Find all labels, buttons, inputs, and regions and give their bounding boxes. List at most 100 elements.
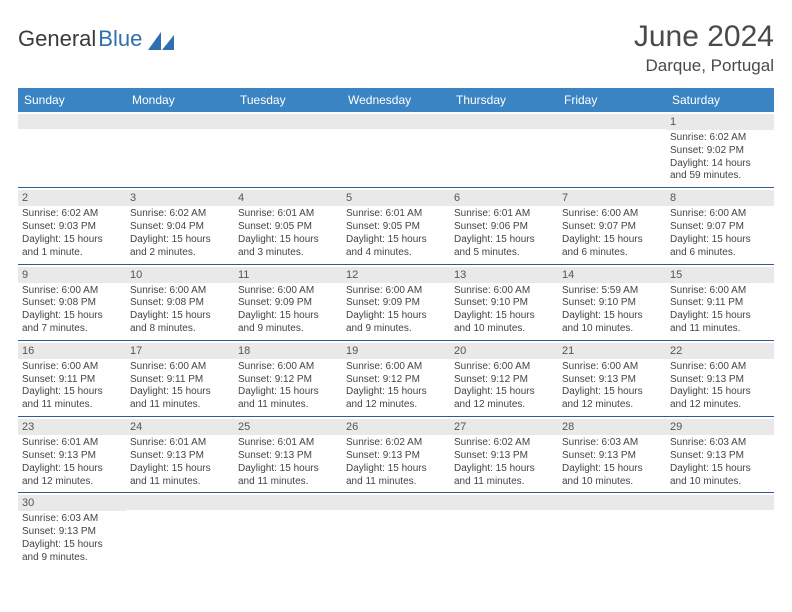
weekday-header: Thursday bbox=[450, 88, 558, 112]
daylight-text: Daylight: 15 hours and 8 minutes. bbox=[130, 310, 230, 336]
daylight-text: Daylight: 15 hours and 10 minutes. bbox=[562, 463, 662, 489]
day-number: 7 bbox=[558, 190, 666, 206]
day-cell: 24 Sunrise: 6:01 AMSunset: 9:13 PMDayligh… bbox=[126, 417, 234, 492]
weekday-header-row: Sunday Monday Tuesday Wednesday Thursday… bbox=[18, 88, 774, 112]
sunrise-text: Sunrise: 6:00 AM bbox=[670, 361, 770, 374]
day-number: 22 bbox=[666, 343, 774, 359]
day-cell: 21Sunrise: 6:00 AMSunset: 9:13 PMDayligh… bbox=[558, 341, 666, 416]
day-cell bbox=[126, 112, 234, 187]
brand-logo: GeneralBlue bbox=[18, 20, 174, 52]
day-number bbox=[342, 114, 450, 129]
daylight-text: Daylight: 15 hours and 11 minutes. bbox=[670, 310, 770, 336]
day-number bbox=[18, 114, 126, 129]
calendar: Sunday Monday Tuesday Wednesday Thursday… bbox=[18, 88, 774, 569]
daylight-text: Daylight: 15 hours and 9 minutes. bbox=[238, 310, 338, 336]
week-row: 23Sunrise: 6:01 AMSunset: 9:13 PMDayligh… bbox=[18, 417, 774, 493]
week-row: 1Sunrise: 6:02 AMSunset: 9:02 PMDaylight… bbox=[18, 112, 774, 188]
sunset-text: Sunset: 9:11 PM bbox=[130, 374, 230, 387]
weekday-header: Friday bbox=[558, 88, 666, 112]
day-number: 9 bbox=[18, 267, 126, 283]
sunset-text: Sunset: 9:13 PM bbox=[130, 450, 230, 463]
day-number: 14 bbox=[558, 267, 666, 283]
sunrise-text: Sunrise: 6:02 AM bbox=[454, 437, 554, 450]
sunrise-text: Sunrise: 6:00 AM bbox=[346, 285, 446, 298]
sunset-text: Sunset: 9:13 PM bbox=[454, 450, 554, 463]
day-cell: 5Sunrise: 6:01 AMSunset: 9:05 PMDaylight… bbox=[342, 188, 450, 263]
day-cell: 1Sunrise: 6:02 AMSunset: 9:02 PMDaylight… bbox=[666, 112, 774, 187]
daylight-text: Daylight: 15 hours and 11 minutes. bbox=[130, 386, 230, 412]
day-cell bbox=[234, 493, 342, 568]
day-number: 1 bbox=[666, 114, 774, 130]
sunrise-text: Sunrise: 6:01 AM bbox=[238, 437, 338, 450]
sunset-text: Sunset: 9:13 PM bbox=[22, 450, 122, 463]
sunrise-text: Sunrise: 6:01 AM bbox=[22, 437, 122, 450]
daylight-text: Daylight: 15 hours and 9 minutes. bbox=[22, 539, 122, 565]
page-header: GeneralBlue June 2024 Darque, Portugal bbox=[18, 20, 774, 76]
sunrise-text: Sunrise: 6:00 AM bbox=[22, 285, 122, 298]
day-number: 8 bbox=[666, 190, 774, 206]
sunset-text: Sunset: 9:13 PM bbox=[562, 450, 662, 463]
day-cell: 28Sunrise: 6:03 AMSunset: 9:13 PMDayligh… bbox=[558, 417, 666, 492]
sunset-text: Sunset: 9:08 PM bbox=[22, 297, 122, 310]
daylight-text: Daylight: 15 hours and 10 minutes. bbox=[454, 310, 554, 336]
week-row: 30Sunrise: 6:03 AMSunset: 9:13 PMDayligh… bbox=[18, 493, 774, 568]
day-number bbox=[558, 495, 666, 510]
daylight-text: Daylight: 15 hours and 12 minutes. bbox=[562, 386, 662, 412]
month-title: June 2024 bbox=[634, 20, 774, 54]
title-block: June 2024 Darque, Portugal bbox=[634, 20, 774, 76]
day-number: 23 bbox=[18, 419, 126, 435]
day-cell: 12Sunrise: 6:00 AMSunset: 9:09 PMDayligh… bbox=[342, 265, 450, 340]
sunset-text: Sunset: 9:11 PM bbox=[22, 374, 122, 387]
day-number bbox=[666, 495, 774, 510]
sunrise-text: Sunrise: 6:01 AM bbox=[130, 437, 230, 450]
day-number: 17 bbox=[126, 343, 234, 359]
day-cell: 30Sunrise: 6:03 AMSunset: 9:13 PMDayligh… bbox=[18, 493, 126, 568]
day-number: 28 bbox=[558, 419, 666, 435]
day-cell: 19Sunrise: 6:00 AMSunset: 9:12 PMDayligh… bbox=[342, 341, 450, 416]
daylight-text: Daylight: 15 hours and 11 minutes. bbox=[130, 463, 230, 489]
sunset-text: Sunset: 9:09 PM bbox=[238, 297, 338, 310]
week-row: 9Sunrise: 6:00 AMSunset: 9:08 PMDaylight… bbox=[18, 265, 774, 341]
daylight-text: Daylight: 15 hours and 12 minutes. bbox=[22, 463, 122, 489]
weekday-header: Saturday bbox=[666, 88, 774, 112]
sunrise-text: Sunrise: 6:03 AM bbox=[22, 513, 122, 526]
sunset-text: Sunset: 9:12 PM bbox=[346, 374, 446, 387]
day-number: 20 bbox=[450, 343, 558, 359]
daylight-text: Daylight: 15 hours and 6 minutes. bbox=[562, 234, 662, 260]
day-number: 29 bbox=[666, 419, 774, 435]
sunset-text: Sunset: 9:13 PM bbox=[22, 526, 122, 539]
daylight-text: Daylight: 15 hours and 11 minutes. bbox=[346, 463, 446, 489]
day-cell: 13Sunrise: 6:00 AMSunset: 9:10 PMDayligh… bbox=[450, 265, 558, 340]
day-number: 3 bbox=[126, 190, 234, 206]
day-cell: 26Sunrise: 6:02 AMSunset: 9:13 PMDayligh… bbox=[342, 417, 450, 492]
day-cell bbox=[126, 493, 234, 568]
day-cell: 11Sunrise: 6:00 AMSunset: 9:09 PMDayligh… bbox=[234, 265, 342, 340]
day-number bbox=[450, 114, 558, 129]
daylight-text: Daylight: 15 hours and 12 minutes. bbox=[670, 386, 770, 412]
day-cell: 15Sunrise: 6:00 AMSunset: 9:11 PMDayligh… bbox=[666, 265, 774, 340]
day-cell: 17Sunrise: 6:00 AMSunset: 9:11 PMDayligh… bbox=[126, 341, 234, 416]
daylight-text: Daylight: 15 hours and 11 minutes. bbox=[238, 463, 338, 489]
daylight-text: Daylight: 15 hours and 11 minutes. bbox=[22, 386, 122, 412]
week-row: 16Sunrise: 6:00 AMSunset: 9:11 PMDayligh… bbox=[18, 341, 774, 417]
day-number bbox=[234, 114, 342, 129]
day-number: 15 bbox=[666, 267, 774, 283]
day-number: 19 bbox=[342, 343, 450, 359]
day-number: 24 bbox=[126, 419, 234, 435]
daylight-text: Daylight: 15 hours and 4 minutes. bbox=[346, 234, 446, 260]
daylight-text: Daylight: 15 hours and 9 minutes. bbox=[346, 310, 446, 336]
sunrise-text: Sunrise: 6:00 AM bbox=[238, 285, 338, 298]
sunset-text: Sunset: 9:13 PM bbox=[670, 374, 770, 387]
day-cell: 25Sunrise: 6:01 AMSunset: 9:13 PMDayligh… bbox=[234, 417, 342, 492]
day-cell: 27Sunrise: 6:02 AMSunset: 9:13 PMDayligh… bbox=[450, 417, 558, 492]
sunset-text: Sunset: 9:08 PM bbox=[130, 297, 230, 310]
day-cell: 20Sunrise: 6:00 AMSunset: 9:12 PMDayligh… bbox=[450, 341, 558, 416]
daylight-text: Daylight: 15 hours and 1 minute. bbox=[22, 234, 122, 260]
daylight-text: Daylight: 15 hours and 3 minutes. bbox=[238, 234, 338, 260]
sunset-text: Sunset: 9:13 PM bbox=[346, 450, 446, 463]
day-number bbox=[342, 495, 450, 510]
sunrise-text: Sunrise: 6:02 AM bbox=[22, 208, 122, 221]
weekday-header: Sunday bbox=[18, 88, 126, 112]
sunset-text: Sunset: 9:10 PM bbox=[562, 297, 662, 310]
day-number: 18 bbox=[234, 343, 342, 359]
